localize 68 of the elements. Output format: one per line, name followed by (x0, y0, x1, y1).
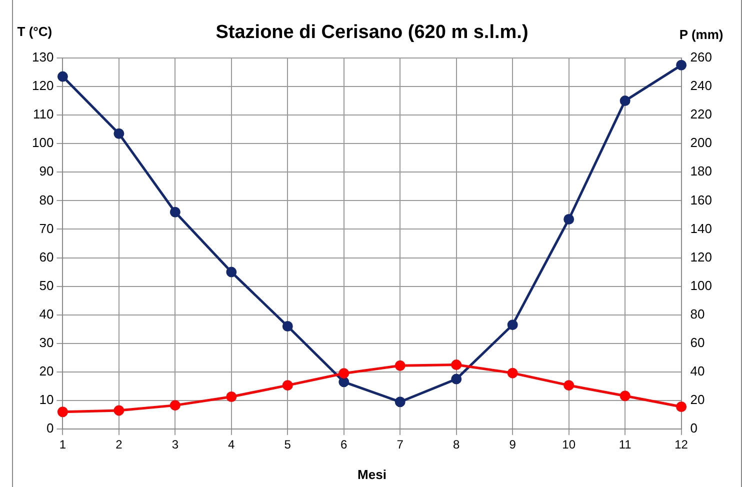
y2-tick-label: 260 (690, 50, 712, 65)
y2-tick-label: 20 (690, 392, 705, 408)
point (57, 71, 68, 82)
x-tick-label: 4 (228, 437, 236, 452)
point (620, 96, 630, 106)
point (676, 401, 687, 412)
y2-tick-label: 200 (690, 135, 712, 150)
y2-axis-title: P (mm) (679, 27, 724, 42)
y-tick-label: 100 (32, 135, 54, 150)
point (507, 368, 518, 378)
y2-tick-label: 240 (690, 78, 712, 94)
y-tick-label: 90 (39, 164, 54, 179)
y-tick-label: 70 (39, 220, 54, 236)
point (564, 214, 574, 224)
point (451, 360, 462, 370)
point (620, 390, 630, 402)
x-tick-label: 3 (172, 437, 179, 452)
x-tick-label: 11 (618, 437, 632, 452)
y-tick-label: 0 (46, 420, 54, 436)
point (170, 400, 180, 411)
x-tick-label: 5 (284, 437, 292, 452)
y-tick-label: 10 (39, 392, 54, 408)
y-tick-label: 130 (32, 50, 54, 65)
y2-tick-label: 60 (690, 334, 705, 350)
x-tick-label: 8 (453, 437, 460, 452)
point (451, 374, 462, 384)
y2-tick-label: 160 (690, 192, 712, 208)
chart-title: Stazione di Cerisano (620 m s.l.m.) (216, 22, 528, 43)
point (564, 380, 574, 391)
y-tick-label: 50 (39, 278, 54, 293)
point (282, 321, 293, 332)
point (676, 60, 687, 70)
y2-tick-label: 180 (690, 164, 712, 179)
y2-tick-label: 120 (690, 249, 712, 264)
y-tick-label: 120 (32, 78, 54, 94)
point (394, 360, 406, 371)
point (394, 396, 406, 408)
point (338, 368, 350, 379)
x-tick-label: 7 (396, 437, 404, 452)
y-tick-label: 40 (39, 306, 54, 322)
y2-tick-label: 0 (690, 420, 698, 436)
y-tick-label: 110 (32, 106, 54, 122)
x-tick-label: 12 (674, 437, 688, 452)
point (170, 206, 180, 218)
y-tick-label: 30 (39, 334, 54, 350)
point (282, 380, 293, 391)
point (57, 406, 68, 418)
x-tick-label: 9 (509, 437, 516, 452)
point (507, 320, 518, 330)
y-tick-label: 60 (39, 249, 54, 264)
y2-tick-label: 100 (690, 278, 712, 293)
point (338, 376, 350, 388)
y2-tick-label: 140 (690, 220, 712, 236)
x-tick-label: 6 (340, 437, 348, 452)
x-tick-label: 10 (562, 437, 576, 452)
y-tick-label: 20 (39, 364, 54, 378)
y-tick-label: 80 (39, 192, 54, 208)
y-axis-title: T (°C) (17, 24, 52, 39)
y2-tick-label: 80 (690, 306, 705, 322)
point (114, 128, 124, 139)
point (226, 392, 237, 402)
point (114, 405, 124, 416)
x-tick-label: 1 (59, 437, 66, 452)
y2-tick-label: 220 (690, 106, 712, 122)
point (226, 266, 237, 278)
x-axis-title: Mesi (358, 467, 386, 482)
y2-tick-label: 40 (690, 364, 705, 378)
x-tick-label: 2 (116, 437, 123, 452)
